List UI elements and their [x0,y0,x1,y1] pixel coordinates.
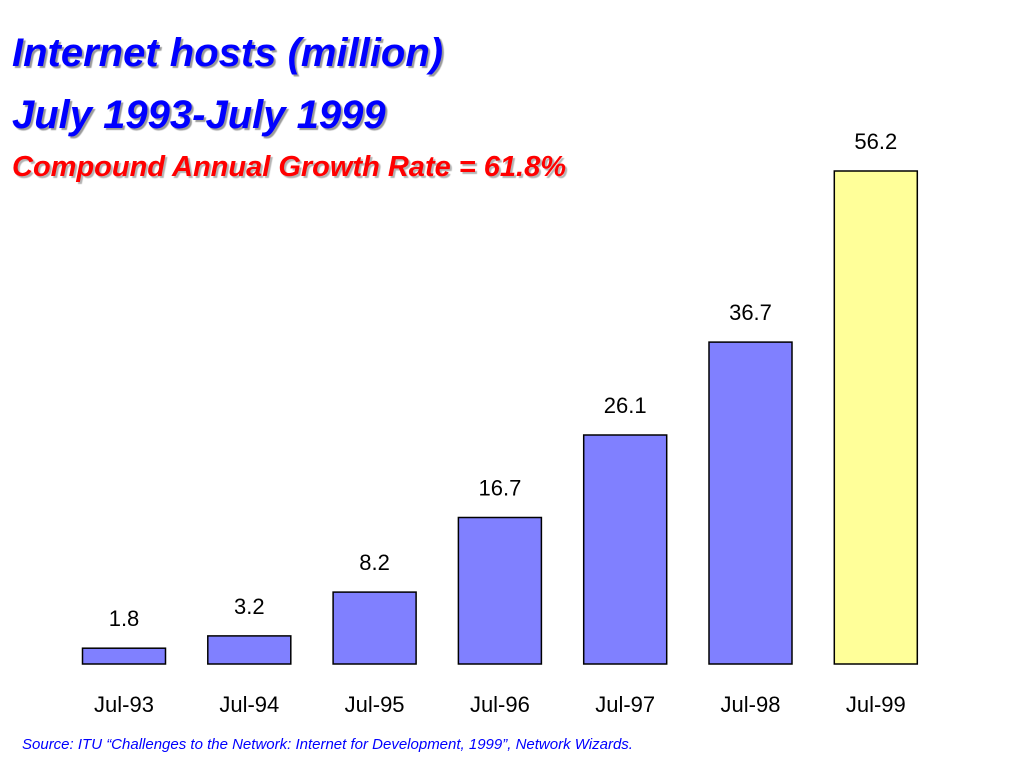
bar-jul-95 [332,591,417,665]
bar-jul-99 [833,170,919,665]
chart-title: Internet hosts (million) [12,31,444,75]
x-tick-label: Jul-99 [846,692,906,717]
data-label: 36.7 [729,300,772,325]
bar-jul-97 [582,434,668,665]
x-tick-label: Jul-94 [219,692,279,717]
data-label: 56.2 [854,129,897,154]
x-tick-label: Jul-97 [595,692,655,717]
data-label: 8.2 [359,550,390,575]
x-tick-label: Jul-95 [345,692,405,717]
data-label: 3.2 [234,594,265,619]
x-tick-label: Jul-98 [721,692,781,717]
x-tick-label: Jul-93 [94,692,154,717]
data-label: 1.8 [109,606,140,631]
bar-jul-93 [81,647,167,665]
data-label: 16.7 [478,476,521,501]
bar-jul-94 [207,635,292,665]
x-tick-label: Jul-96 [470,692,530,717]
data-label: 26.1 [604,393,647,418]
source-note: Source: ITU “Challenges to the Network: … [22,736,633,753]
chart-subtitle: July 1993-July 1999 [12,93,386,137]
growth-rate-annotation: Compound Annual Growth Rate = 61.8% [12,151,567,183]
bar-jul-98 [708,341,793,665]
bar-jul-96 [457,516,543,665]
